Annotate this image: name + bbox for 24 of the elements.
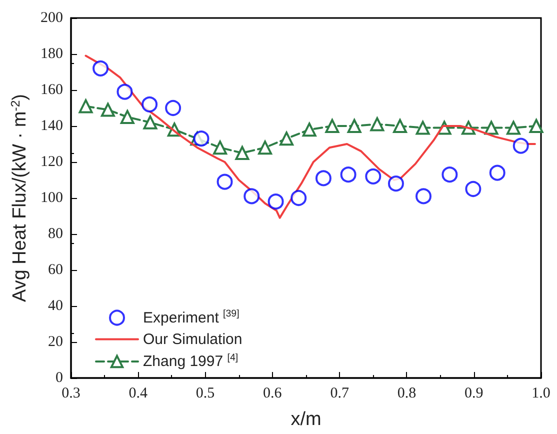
- x-tick-label: 0.5: [196, 386, 215, 402]
- y-tick-label: 60: [48, 262, 63, 278]
- x-axis-title: x/m: [290, 409, 322, 430]
- x-tick-label: 0.6: [263, 386, 282, 402]
- x-tick-label: 0.9: [464, 386, 484, 402]
- x-tick-label: 0.3: [62, 386, 80, 402]
- y-tick-label: 0: [56, 370, 63, 386]
- y-tick-label: 120: [40, 154, 63, 170]
- y-tick-label: 200: [40, 10, 63, 26]
- y-tick-label: 140: [40, 118, 63, 134]
- x-tick-label: 1.0: [532, 386, 550, 402]
- y-tick-label: 40: [48, 298, 63, 314]
- x-tick-label: 0.4: [128, 386, 148, 402]
- legend-label: Our Simulation: [143, 330, 242, 348]
- y-tick-label: 20: [48, 334, 63, 350]
- x-tick-label: 0.8: [397, 386, 416, 402]
- legend-label: Zhang 1997 [4]: [143, 352, 238, 370]
- y-axis-title: Avg Heat Flux/(kW · m-2): [8, 94, 31, 302]
- y-tick-label: 80: [48, 226, 63, 242]
- y-tick-label: 100: [40, 190, 63, 206]
- x-tick-label: 0.7: [330, 386, 350, 402]
- y-tick-label: 180: [40, 46, 63, 62]
- legend-label: Experiment [39]: [143, 308, 240, 326]
- y-tick-label: 160: [40, 82, 63, 98]
